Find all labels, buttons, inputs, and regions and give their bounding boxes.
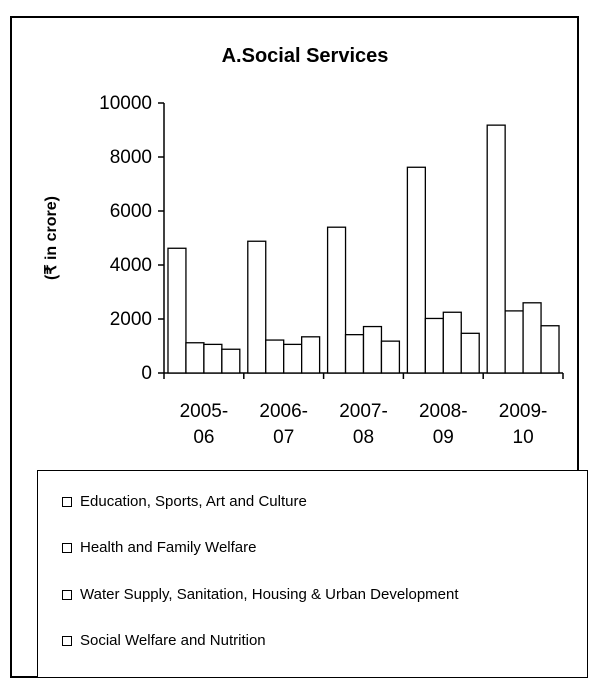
bar	[540, 325, 560, 374]
bar	[344, 334, 365, 374]
legend-swatch-icon	[62, 635, 72, 646]
x-tick-label: 2009-10	[499, 401, 548, 448]
legend-item-social-welfare: Social Welfare and Nutrition	[62, 632, 266, 649]
chart-title: A.Social Services	[222, 45, 389, 67]
legend-swatch-icon	[62, 589, 72, 600]
bar	[522, 302, 542, 374]
bar	[424, 317, 444, 374]
y-tick-label: 10000	[99, 93, 152, 114]
y-tick-label: 2000	[110, 309, 152, 330]
bar	[442, 311, 462, 374]
bar	[167, 247, 187, 374]
bar	[283, 343, 303, 374]
tick-labels: 0 2000 4000 6000 8000 10000 2005-06 2006-07 2007…	[99, 93, 547, 448]
bars	[167, 124, 560, 374]
bar	[221, 348, 241, 374]
bar	[301, 336, 321, 374]
legend-item-water-supply: Water Supply, Sanitation, Housing & Urba…	[62, 586, 459, 603]
legend-swatch-icon	[62, 496, 72, 507]
bar	[380, 340, 401, 374]
y-tick-label: 6000	[110, 201, 152, 222]
bar	[326, 226, 347, 374]
x-tick-label: 2006-07	[259, 401, 308, 448]
legend-label: Social Welfare and Nutrition	[80, 632, 266, 649]
legend-item-health: Health and Family Welfare	[62, 539, 256, 556]
legend-label: Water Supply, Sanitation, Housing & Urba…	[80, 586, 459, 603]
bar	[504, 310, 524, 374]
y-axis-label: (₹ in crore)	[43, 196, 60, 280]
x-tick-label: 2008-09	[419, 401, 468, 448]
bar	[265, 339, 285, 374]
bar	[406, 166, 426, 374]
legend-label: Health and Family Welfare	[80, 539, 257, 556]
legend: Education, Sports, Art and Culture Healt…	[37, 470, 588, 678]
bar	[247, 240, 267, 374]
x-tick-label: 2005-06	[180, 401, 229, 448]
legend-swatch-icon	[62, 542, 72, 553]
legend-label: Education, Sports, Art and Culture	[80, 493, 307, 510]
y-tick-label: 4000	[110, 255, 152, 276]
bar	[203, 343, 223, 374]
bar	[185, 342, 205, 374]
bar	[362, 325, 383, 374]
bar	[460, 332, 480, 374]
y-tick-label: 8000	[110, 147, 152, 168]
bar	[486, 124, 506, 374]
y-tick-label: 0	[141, 363, 152, 384]
x-tick-label: 2007-08	[339, 401, 388, 448]
legend-item-education: Education, Sports, Art and Culture	[62, 493, 307, 510]
